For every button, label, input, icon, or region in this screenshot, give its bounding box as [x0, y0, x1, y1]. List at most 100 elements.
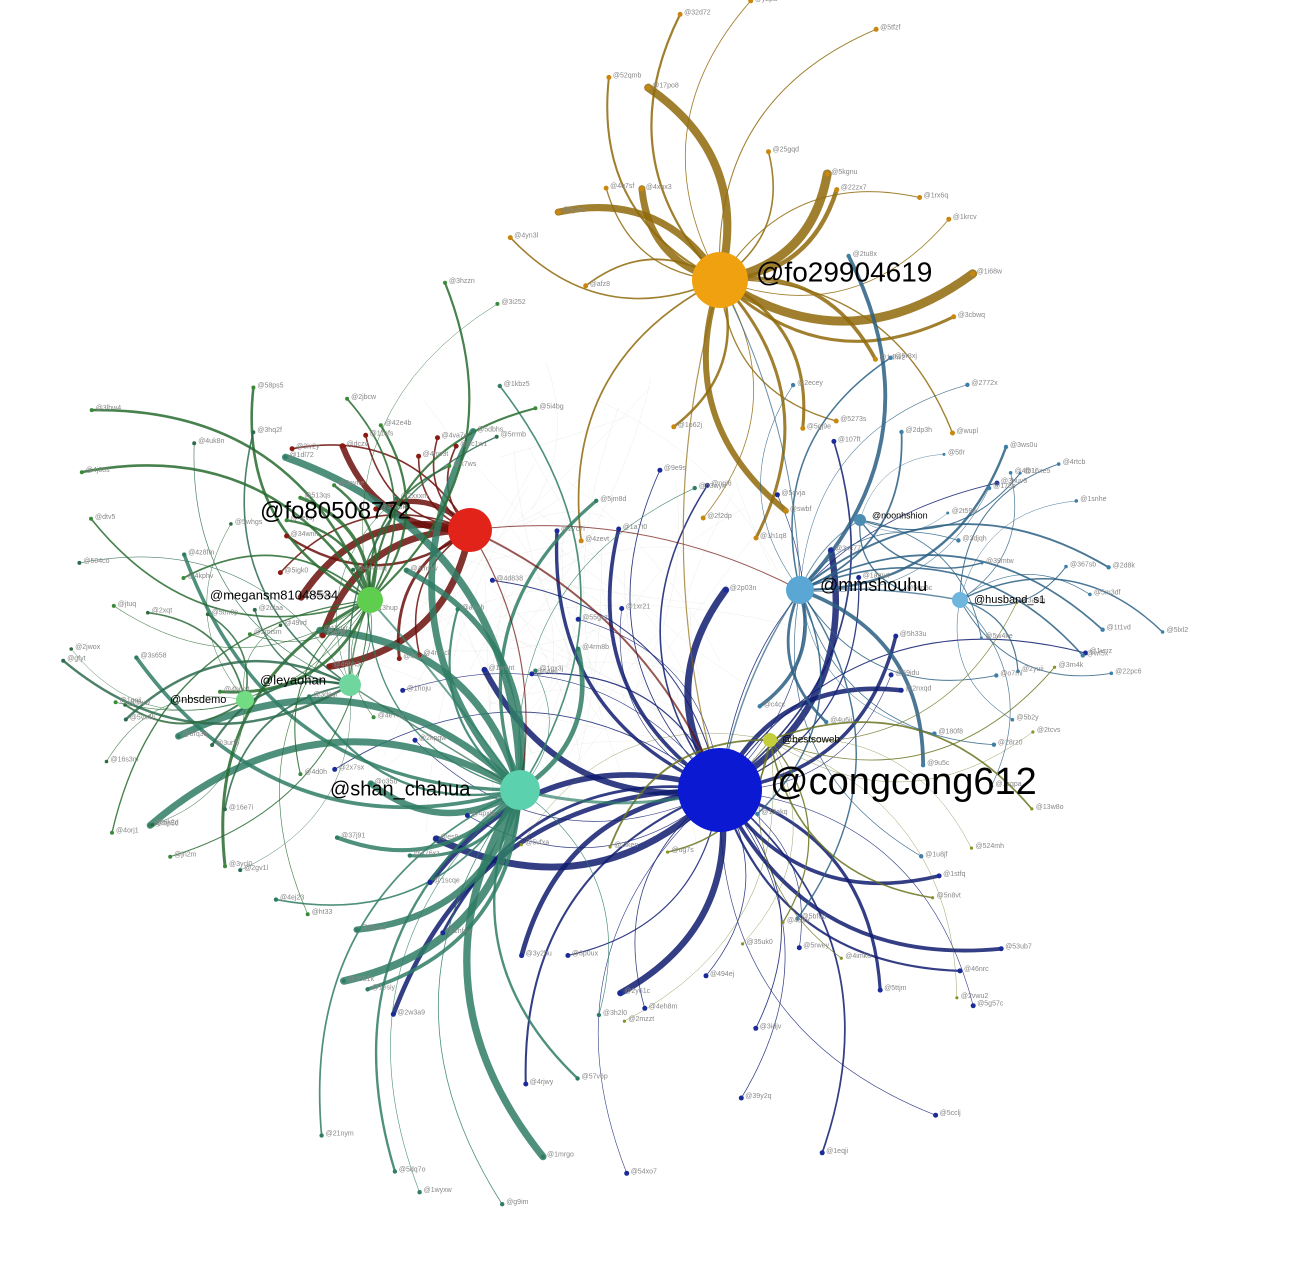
- leaf-label: @3hzzn: [449, 278, 475, 285]
- leaf-label: @3rn4k: [1059, 662, 1084, 669]
- hub-congcong612[interactable]: [678, 748, 762, 832]
- leaf-node: [168, 855, 172, 859]
- leaf-label: @5n8vt: [937, 893, 961, 900]
- hub-megansm81048534[interactable]: [357, 587, 383, 613]
- leaf-node: [182, 576, 186, 580]
- leaf-label: @5vfxa: [525, 840, 549, 847]
- hub-fo29904619[interactable]: [692, 252, 748, 308]
- leaf-node: [428, 880, 433, 885]
- leaf-node: [970, 847, 973, 850]
- leaf-node: [284, 534, 289, 539]
- leaf-label: @1mrgo: [547, 1152, 574, 1159]
- leaf-node: [646, 85, 651, 90]
- leaf-node: [342, 979, 346, 983]
- leaf-label: @4pxja: [471, 811, 495, 818]
- leaf-label: @3xc77: [835, 545, 861, 552]
- leaf-label: @1dl72: [290, 452, 314, 459]
- leaf-node: [678, 12, 683, 17]
- hub-noonhshion[interactable]: [854, 514, 866, 526]
- leaf-label: @4j88s: [86, 467, 110, 474]
- leaf-node: [283, 455, 287, 459]
- leaf-label: @5tfzf: [880, 24, 900, 31]
- leaf-node: [332, 767, 337, 772]
- leaf-node: [290, 446, 295, 451]
- hub-label-bestsoweb: @bestsoweb: [782, 735, 840, 746]
- leaf-node: [825, 171, 830, 176]
- leaf-node: [447, 464, 451, 468]
- leaf-label: @2nxqd: [905, 685, 931, 692]
- leaf-label: @2y61c: [624, 988, 650, 995]
- leaf-node: [604, 186, 609, 191]
- leaf-node: [495, 435, 499, 439]
- leaf-node: [471, 429, 475, 433]
- hub-fo80508772[interactable]: [448, 508, 492, 552]
- leaf-node: [878, 988, 883, 993]
- leaf-node: [840, 957, 843, 960]
- leaf-node: [609, 845, 612, 848]
- leaf-node: [1161, 630, 1165, 634]
- leaf-label: @3avhe: [338, 480, 364, 487]
- leaf-label: @22zx7: [841, 185, 867, 192]
- spoke-edge: [957, 600, 1012, 720]
- leaf-label: @17po8: [652, 83, 679, 90]
- leaf-node: [1110, 672, 1114, 676]
- leaf-node: [365, 987, 369, 991]
- leaf-node: [899, 430, 903, 434]
- leaf-node: [182, 552, 186, 556]
- leaf-node: [917, 195, 922, 200]
- leaf-node: [597, 1013, 601, 1017]
- leaf-node: [61, 659, 65, 663]
- leaf-node: [899, 688, 904, 693]
- leaf-node: [318, 628, 322, 632]
- leaf-label: @2mism: [254, 629, 282, 636]
- hub-shan_chahua[interactable]: [500, 770, 540, 810]
- leaf-label: @2772x: [971, 380, 998, 387]
- leaf-label: @jtuq: [118, 601, 136, 608]
- spoke-edge: [520, 790, 609, 1015]
- leaf-node: [980, 636, 983, 639]
- leaf-node: [146, 611, 150, 615]
- leaf-label: @3p0ux: [572, 951, 599, 958]
- leaf-label: @35uk0: [747, 939, 773, 946]
- leaf-label: @5r8xj: [895, 353, 918, 360]
- leaf-node: [210, 743, 214, 747]
- leaf-label: @2kpgw: [419, 735, 447, 742]
- leaf-node: [931, 896, 934, 899]
- hub-nbsdemo[interactable]: [236, 691, 254, 709]
- leaf-node: [1081, 653, 1085, 657]
- leaf-label: @3hq2f: [257, 427, 282, 434]
- hub-bestsoweb[interactable]: [763, 733, 777, 747]
- leaf-node: [919, 854, 923, 858]
- leaf-node: [753, 1026, 758, 1031]
- leaf-label: @16xe5: [1024, 468, 1050, 475]
- leaf-label: @4ej23: [280, 895, 304, 902]
- leaf-label: @dczv: [347, 441, 369, 448]
- leaf-label: @3dcgi: [313, 691, 337, 698]
- leaf-label: @4d838: [496, 575, 523, 582]
- leaf-node: [829, 548, 834, 553]
- leaf-node: [434, 836, 439, 841]
- leaf-node: [541, 1155, 545, 1159]
- hub-husband_s1[interactable]: [952, 592, 968, 608]
- leaf-label: @5273s: [840, 416, 867, 423]
- leaf-label: @4nmck: [424, 650, 452, 657]
- leaf-node: [332, 483, 336, 487]
- leaf-label: @52qmb: [613, 72, 642, 79]
- leaf-node: [619, 606, 624, 611]
- leaf-node: [124, 718, 128, 722]
- leaf-node: [1106, 565, 1110, 569]
- leaf-node: [443, 281, 447, 285]
- leaf-label: @53wyh: [699, 483, 726, 490]
- hub-mmshouhu[interactable]: [786, 576, 814, 604]
- leaf-label: @49vd: [285, 620, 307, 627]
- leaf-node: [519, 953, 524, 958]
- hub-leyaohan[interactable]: [339, 674, 361, 696]
- noise-edge: [519, 512, 605, 527]
- hub-label-congcong612: @congcong612: [770, 761, 1037, 803]
- leaf-label: @2f2dp: [707, 513, 732, 520]
- leaf-node: [933, 1113, 938, 1118]
- leaf-node: [192, 441, 196, 445]
- leaf-node: [946, 512, 949, 515]
- leaf-node: [498, 384, 502, 388]
- leaf-label: @1a7t0: [623, 524, 648, 531]
